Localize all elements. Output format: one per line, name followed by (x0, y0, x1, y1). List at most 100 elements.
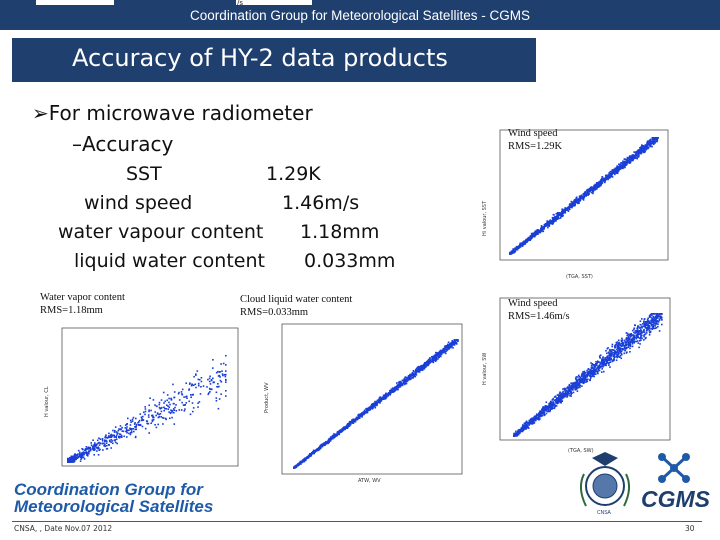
scatter-point (594, 371, 596, 373)
scatter-point (564, 391, 567, 394)
scatter-point (607, 178, 609, 181)
scatter-point (643, 322, 645, 324)
scatter-point (630, 339, 633, 342)
scatter-point (77, 453, 79, 455)
scatter-point (364, 412, 366, 414)
scatter-point (82, 448, 84, 451)
scatter-point (93, 447, 96, 450)
scatter-point (651, 138, 654, 141)
scatter-point (596, 360, 599, 362)
scatter-point (548, 225, 551, 227)
scatter-point (442, 351, 444, 353)
scatter-point (596, 188, 598, 190)
scatter-point (537, 418, 539, 420)
scatter-point (657, 315, 659, 318)
scatter-point (637, 336, 640, 339)
scatter-point (582, 380, 585, 383)
scatter-point (616, 346, 618, 348)
scatter-point (125, 429, 128, 431)
scatter-point (648, 140, 650, 142)
scatter-point (75, 456, 78, 458)
scatter-point (453, 344, 456, 346)
scatter-point (603, 364, 605, 367)
scatter-point (373, 405, 375, 408)
emblem-laurel (580, 473, 630, 507)
scatter-point (640, 146, 643, 148)
scatter-point (154, 424, 156, 426)
scatter-point (654, 320, 656, 322)
scatter-point (621, 162, 623, 164)
scatter-point (577, 198, 579, 201)
scatter-point (531, 420, 533, 422)
scatter-point (340, 431, 342, 433)
scatter-point (329, 436, 332, 438)
scatter-point (524, 423, 526, 426)
scatter-point (552, 218, 554, 221)
scatter-point (611, 351, 613, 353)
scatter-point (135, 428, 138, 431)
scatter-point (128, 432, 130, 435)
scatter-point (430, 361, 433, 363)
scatter-point (596, 183, 598, 186)
scatter-point (69, 457, 71, 459)
scatter-point (564, 207, 566, 209)
scatter-point (529, 239, 531, 241)
scatter-point (617, 343, 620, 345)
scatter-point (68, 459, 70, 462)
scatter-point (161, 406, 163, 409)
scatter-point (582, 193, 585, 195)
scatter-point (619, 167, 622, 169)
scatter-point (168, 401, 170, 404)
scatter-point (616, 353, 618, 356)
scatter-point (106, 440, 108, 443)
scatter-point (646, 140, 649, 142)
scatter-point (621, 167, 624, 170)
scatter-point (119, 425, 122, 427)
scatter-point (522, 428, 525, 431)
scatter-point (660, 313, 662, 315)
scatter-point (418, 367, 421, 369)
scatter-point (607, 175, 609, 178)
scatter-point (561, 210, 564, 212)
scatter-point (652, 313, 654, 315)
scatter-point (158, 413, 160, 416)
scatter-point (521, 245, 524, 247)
scatter-point (654, 142, 656, 144)
scatter-point (525, 420, 528, 423)
scatter-point (556, 215, 558, 217)
scatter-point (621, 166, 624, 168)
scatter-point (631, 337, 634, 340)
scatter-point (652, 141, 654, 144)
header-tab-left (36, 0, 114, 5)
scatter-point (362, 413, 365, 415)
scatter-point (518, 431, 520, 434)
scatter-point (655, 322, 658, 324)
scatter-point (129, 424, 132, 426)
scatter-point (378, 397, 381, 399)
scatter-point (574, 389, 577, 391)
scatter-point (521, 425, 524, 428)
scatter-point (619, 354, 622, 357)
scatter-point (95, 445, 97, 448)
scatter-point (569, 385, 571, 387)
scatter-point (620, 353, 623, 355)
scatter-point (80, 458, 82, 460)
scatter-point (526, 240, 529, 243)
scatter-point (556, 398, 558, 401)
scatter-point (624, 341, 627, 343)
scatter-point (582, 378, 585, 380)
scatter-point (422, 366, 425, 368)
scatter-point (593, 371, 595, 374)
scatter-point (102, 449, 104, 451)
scatter-point (334, 434, 337, 437)
scatter-point (643, 331, 646, 333)
scatter-point (384, 398, 386, 400)
scatter-point (605, 359, 607, 362)
scatter-point (558, 397, 560, 399)
scatter-point (336, 432, 338, 434)
scatter-point (571, 392, 573, 394)
scatter-point (425, 363, 427, 366)
scatter-point (334, 436, 336, 438)
scatter-point (605, 178, 607, 181)
scatter-point (578, 375, 581, 378)
